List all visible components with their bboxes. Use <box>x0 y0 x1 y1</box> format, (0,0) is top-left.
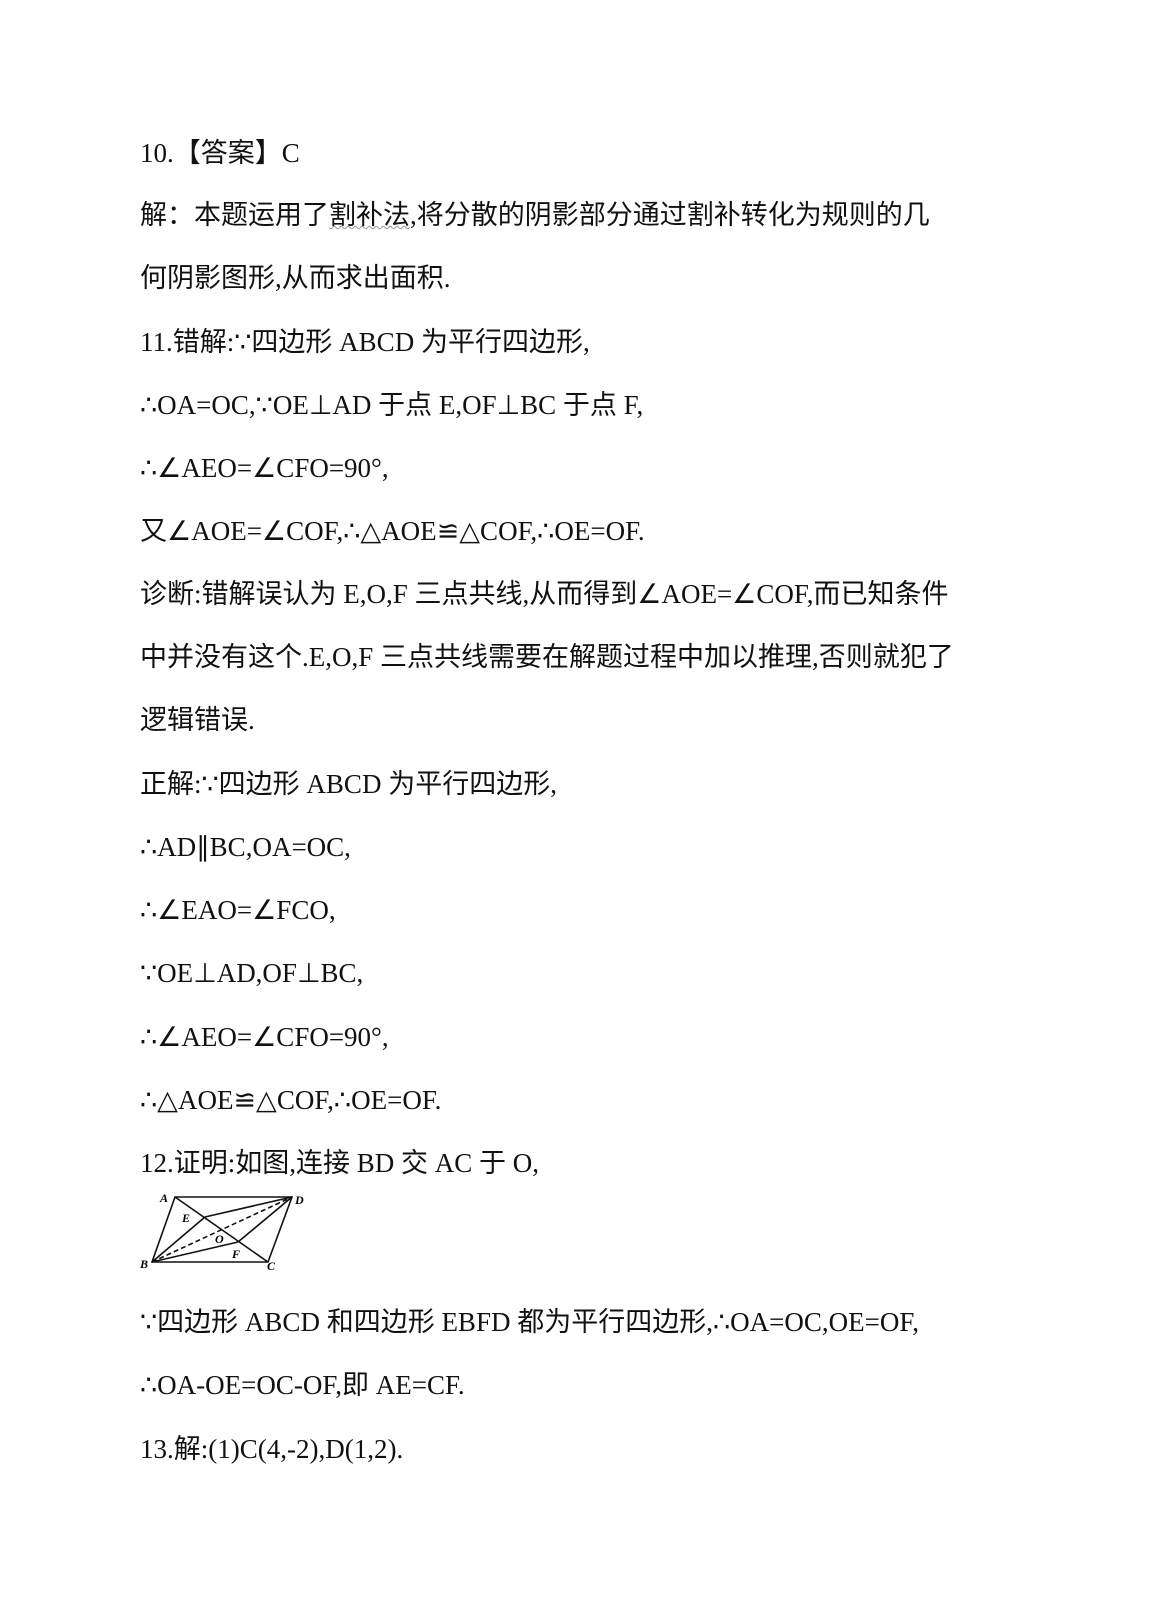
line: 逻辑错误. <box>140 705 255 735</box>
line: 中并没有这个.E,O,F 三点共线需要在解题过程中加以推理,否则就犯了 <box>140 642 954 672</box>
spellcheck-underlined-text: 割补法 <box>329 200 410 230</box>
label-c: C <box>267 1259 276 1273</box>
label-f: F <box>231 1247 240 1261</box>
line: ∴AD∥BC,OA=OC, <box>140 832 351 862</box>
line: ∴OA=OC,∵OE⊥AD 于点 E,OF⊥BC 于点 F, <box>140 390 644 420</box>
label-b: B <box>139 1257 148 1271</box>
segment-bf <box>151 1241 239 1263</box>
line-10-explain: 解：本题运用了割补法,将分散的阴影部分通过割补转化为规则的几 <box>140 198 930 232</box>
line: 12.证明:如图,连接 BD 交 AC 于 O, <box>140 1148 540 1178</box>
text: ,将分散的阴影部分通过割补转化为规则的几 <box>410 200 930 230</box>
segment-fd <box>237 1196 293 1243</box>
line: 何阴影图形,从而求出面积. <box>140 263 451 293</box>
text: 解：本题运用了 <box>140 200 329 230</box>
line: ∴OA-OE=OC-OF,即 AE=CF. <box>140 1370 465 1400</box>
line: ∴△AOE≌△COF,∴OE=OF. <box>140 1085 442 1115</box>
diagonal-bd <box>151 1196 293 1263</box>
line: 正解:∵四边形 ABCD 为平行四边形, <box>140 769 557 799</box>
line: ∵OE⊥AD,OF⊥BC, <box>140 958 364 988</box>
line: ∴∠EAO=∠FCO, <box>140 895 336 925</box>
segment-ed <box>204 1196 293 1218</box>
line: ∴∠AEO=∠CFO=90°, <box>140 453 389 483</box>
line: 诊断:错解误认为 E,O,F 三点共线,从而得到∠AOE=∠COF,而已知条件 <box>140 579 949 609</box>
label-d: D <box>294 1193 304 1207</box>
line: ∴∠AEO=∠CFO=90°, <box>140 1022 389 1052</box>
label-e: E <box>181 1211 190 1225</box>
line: 又∠AOE=∠COF,∴△AOE≌△COF,∴OE=OF. <box>140 516 645 546</box>
label-a: A <box>159 1191 168 1205</box>
line: ∵四边形 ABCD 和四边形 EBFD 都为平行四边形,∴OA=OC,OE=OF… <box>140 1307 919 1337</box>
segment-be <box>151 1216 206 1263</box>
line: 13.解:(1)C(4,-2),D(1,2). <box>140 1434 404 1464</box>
line-10: 10.【答案】C <box>140 138 300 168</box>
line: 11.错解:∵四边形 ABCD 为平行四边形, <box>140 327 590 357</box>
label-o: O <box>215 1232 224 1246</box>
parallelogram-figure: A D B C E O F <box>139 1191 304 1273</box>
